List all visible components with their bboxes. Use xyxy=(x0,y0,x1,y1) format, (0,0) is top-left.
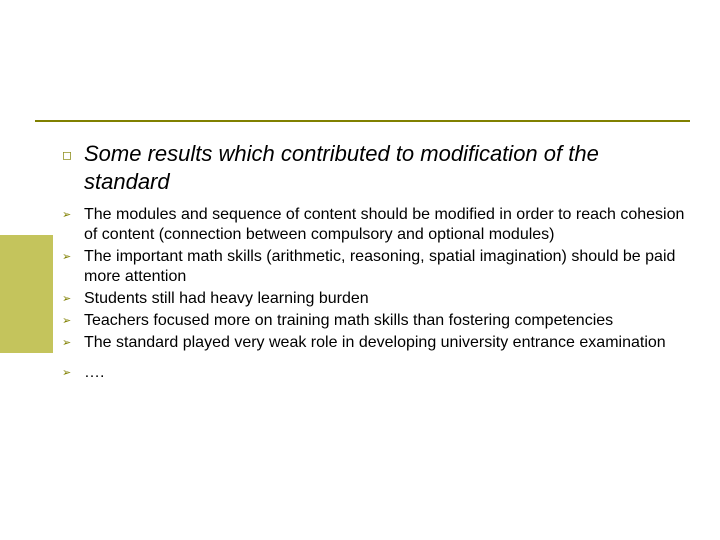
heading-text: Some results which contributed to modifi… xyxy=(84,140,690,195)
list-item: ➢ The important math skills (arithmetic,… xyxy=(84,247,690,287)
horizontal-rule xyxy=(35,120,690,122)
list-item-text: Students still had heavy learning burden xyxy=(84,289,369,309)
arrow-bullet-icon: ➢ xyxy=(62,333,80,349)
list-item: ➢ The standard played very weak role in … xyxy=(84,333,690,353)
list-item-text: …. xyxy=(84,363,104,383)
heading-row: ◻ Some results which contributed to modi… xyxy=(84,140,690,195)
list-item-text: The important math skills (arithmetic, r… xyxy=(84,247,690,287)
square-bullet-icon: ◻ xyxy=(62,140,80,161)
list-item-text: Teachers focused more on training math s… xyxy=(84,311,613,331)
bullet-list: ➢ The modules and sequence of content sh… xyxy=(84,205,690,383)
arrow-bullet-icon: ➢ xyxy=(62,247,80,263)
arrow-bullet-icon: ➢ xyxy=(62,311,80,327)
list-item-text: The modules and sequence of content shou… xyxy=(84,205,690,245)
list-item-text: The standard played very weak role in de… xyxy=(84,333,666,353)
accent-block xyxy=(0,235,53,353)
list-item: ➢ Teachers focused more on training math… xyxy=(84,311,690,331)
list-item: ➢ …. xyxy=(84,363,690,383)
list-item: ➢ The modules and sequence of content sh… xyxy=(84,205,690,245)
arrow-bullet-icon: ➢ xyxy=(62,205,80,221)
spacer xyxy=(84,355,690,363)
slide: ◻ Some results which contributed to modi… xyxy=(0,0,720,540)
content-area: ◻ Some results which contributed to modi… xyxy=(84,140,690,385)
arrow-bullet-icon: ➢ xyxy=(62,363,80,379)
list-item: ➢ Students still had heavy learning burd… xyxy=(84,289,690,309)
arrow-bullet-icon: ➢ xyxy=(62,289,80,305)
